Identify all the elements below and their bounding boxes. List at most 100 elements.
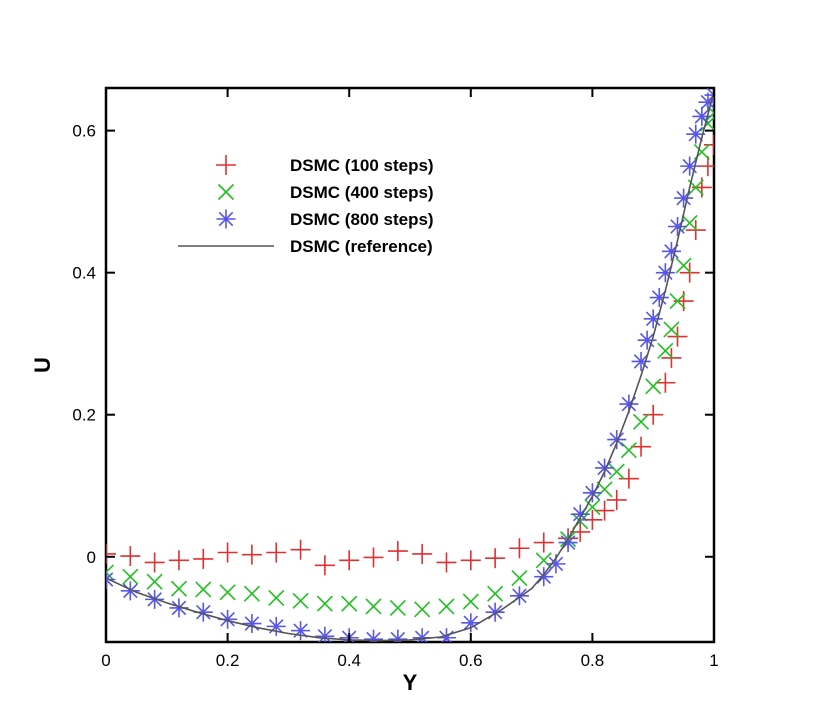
x-tick-label: 0 (101, 651, 110, 670)
data-point (669, 293, 686, 310)
plot-frame (104, 86, 716, 644)
data-point (339, 550, 360, 571)
data-point (388, 629, 408, 642)
data-point (675, 257, 692, 274)
data-point (582, 483, 602, 503)
data-point (242, 614, 262, 634)
data-point (546, 554, 566, 574)
data-point (268, 589, 285, 607)
legend-marker-100-steps (216, 155, 236, 175)
ticks-layer: 0 0.2 0.4 0.6 0.8 1 0 0.2 0.4 0.6 (72, 88, 719, 670)
data-point (387, 541, 408, 562)
data-point (438, 598, 455, 615)
legend-symbol (216, 155, 236, 175)
data-point (291, 621, 311, 641)
legend-symbol (217, 183, 235, 201)
y-tick-label: 0.6 (72, 122, 96, 141)
data-point (535, 552, 552, 569)
data-point (620, 442, 637, 459)
series-1 (106, 134, 714, 576)
data-point (315, 626, 335, 642)
data-point (686, 124, 706, 144)
data-point (657, 342, 674, 359)
data-point (663, 321, 680, 338)
data-point (106, 543, 116, 564)
data-point (144, 552, 165, 573)
data-point (414, 601, 431, 618)
x-tick-label: 0.8 (581, 651, 605, 670)
legend-item-100-steps: DSMC (100 steps) (216, 155, 434, 175)
data-point (655, 263, 675, 283)
x-tick-label: 0.6 (459, 651, 483, 670)
data-point (704, 88, 714, 105)
legend-item-reference: DSMC (reference) (178, 237, 433, 256)
data-point (365, 598, 382, 615)
x-axis-title: Y (403, 670, 418, 695)
legend-item-800-steps: DSMC (800 steps) (216, 209, 434, 229)
data-point (595, 458, 615, 478)
data-point (241, 544, 262, 565)
data-point (195, 581, 212, 598)
data-point (412, 543, 433, 564)
data-point (637, 330, 657, 350)
data-point (594, 500, 615, 521)
data-point (533, 532, 554, 553)
legend: DSMC (100 steps) DSMC (400 steps) DSMC (… (178, 155, 434, 256)
data-point (461, 613, 481, 633)
data-point (217, 542, 238, 563)
data-point (681, 214, 698, 232)
data-point (584, 498, 601, 516)
data-point (168, 550, 189, 571)
data-point (631, 351, 651, 371)
data-point (608, 463, 625, 480)
data-point (314, 555, 335, 576)
data-point (170, 580, 188, 597)
data-point (511, 570, 528, 587)
data-point (661, 241, 681, 261)
legend-label-800-steps: DSMC (800 steps) (290, 210, 434, 229)
data-point (146, 573, 163, 590)
reference-curve (106, 91, 714, 642)
x-tick-label: 1 (709, 651, 718, 670)
data-point (704, 134, 714, 155)
data-point (485, 548, 506, 569)
data-point (122, 568, 139, 585)
data-point (643, 309, 663, 329)
legend-symbol (216, 209, 236, 229)
data-point (668, 217, 688, 236)
data-point (534, 567, 554, 587)
x-tick-label: 0.4 (337, 651, 361, 670)
data-point (487, 585, 504, 602)
legend-label-400-steps: DSMC (400 steps) (290, 183, 434, 202)
data-point (292, 592, 309, 609)
y-tick-label: 0.2 (72, 406, 96, 425)
data-point (509, 538, 530, 559)
legend-marker-400-steps (217, 183, 235, 201)
data-point (632, 413, 650, 430)
y-tick-label: 0 (87, 548, 96, 567)
data-point (106, 564, 115, 581)
legend-marker-800-steps (216, 209, 236, 229)
data-point (363, 547, 384, 568)
data-point (606, 489, 627, 510)
data-point (106, 569, 116, 589)
data-point (674, 188, 694, 208)
data-point (607, 430, 627, 450)
data-point (219, 584, 236, 601)
data-point (120, 581, 140, 601)
data-point (645, 378, 662, 395)
legend-label-100-steps: DSMC (100 steps) (290, 156, 434, 175)
data-point (389, 599, 406, 616)
legend-item-400-steps: DSMC (400 steps) (217, 183, 434, 202)
data-point (436, 552, 457, 573)
data-point (596, 481, 613, 498)
series-4 (106, 91, 714, 642)
data-point (570, 521, 591, 542)
legend-label-reference: DSMC (reference) (290, 237, 433, 256)
data-point (631, 436, 652, 457)
data-point (120, 546, 141, 567)
x-tick-label: 0.2 (216, 651, 240, 670)
data-point (316, 595, 333, 612)
data-point (462, 593, 479, 610)
data-point (618, 468, 639, 489)
